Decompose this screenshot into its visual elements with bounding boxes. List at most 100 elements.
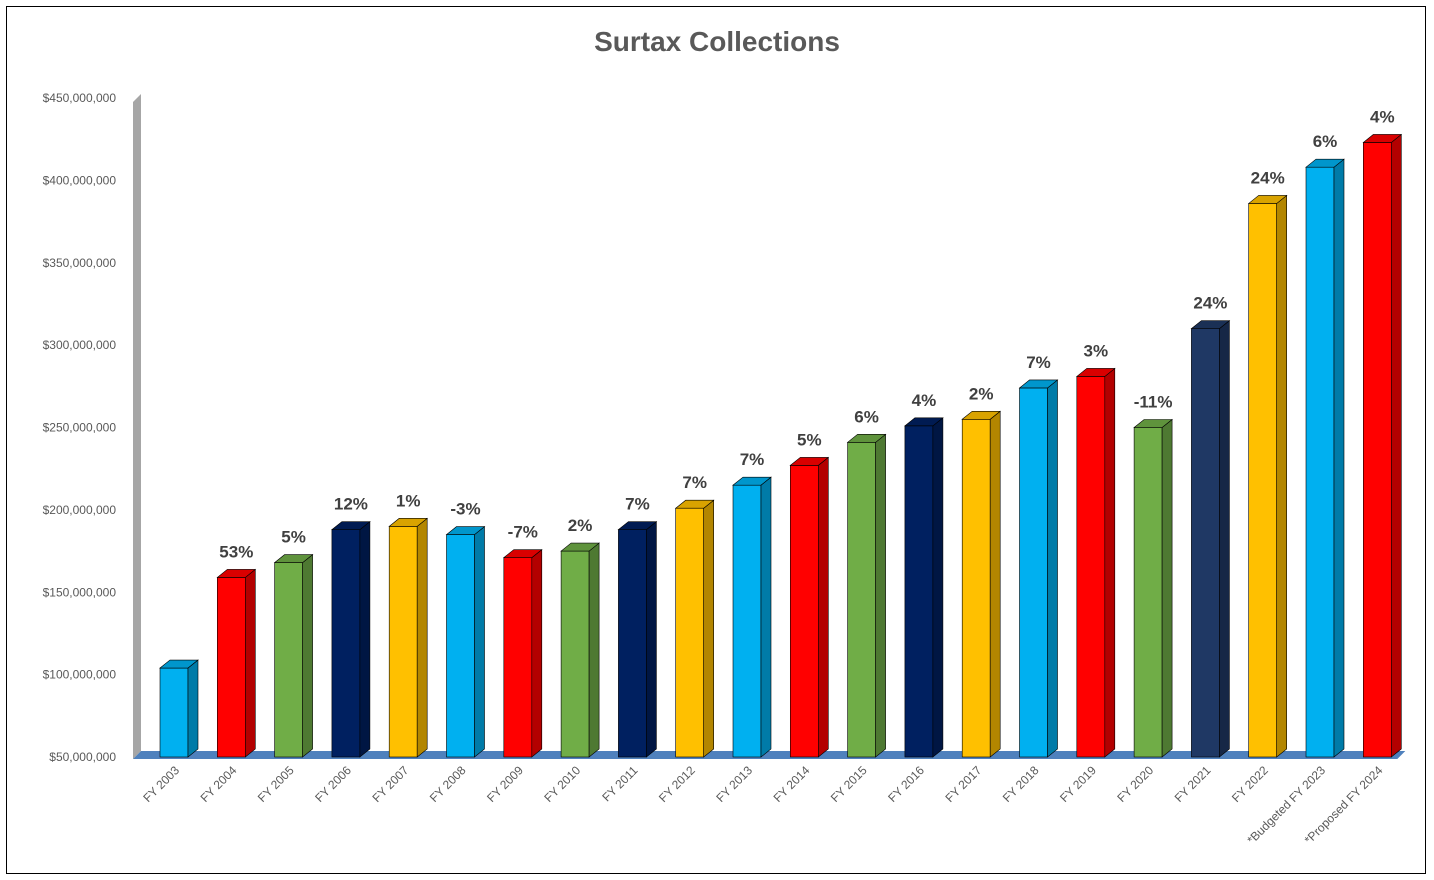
bar-top (560, 542, 600, 552)
data-label: 6% (854, 407, 879, 426)
y-tick-label: $150,000,000 (43, 585, 117, 599)
data-label: 53% (219, 542, 253, 561)
data-label: 4% (1370, 107, 1395, 126)
bar-side (1276, 194, 1287, 758)
bar-front (847, 442, 876, 758)
bar-front (618, 529, 647, 758)
bar-front (503, 557, 533, 758)
data-label: 7% (625, 495, 650, 514)
bar--proposed-fy-2024 (1362, 133, 1403, 758)
bar-fy-2015 (846, 433, 887, 758)
side-wall (133, 94, 141, 759)
bar-side (989, 410, 1001, 758)
bar-front (446, 534, 475, 758)
x-tick-label: FY 2014 (771, 763, 813, 805)
x-tick-label: FY 2022 (1229, 763, 1271, 805)
bar-fy-2016 (904, 417, 944, 758)
data-label: 7% (740, 450, 765, 469)
bar-top (1133, 419, 1173, 428)
data-label: 2% (969, 384, 994, 403)
bar-top (732, 476, 772, 486)
bar-top (1362, 134, 1403, 143)
bar-side (760, 476, 772, 758)
data-label: 6% (1313, 132, 1338, 151)
bar-side (531, 549, 543, 758)
x-tick-label: FY 2016 (885, 763, 927, 805)
bar-fy-2010 (560, 542, 600, 758)
data-label: 24% (1193, 294, 1227, 313)
x-tick-label: FY 2004 (198, 763, 240, 805)
bar-side (359, 521, 371, 758)
data-label: -7% (508, 523, 538, 542)
bar-front (560, 550, 590, 758)
data-label: -3% (450, 500, 480, 519)
bar-front (331, 529, 361, 758)
y-tick-label: $300,000,000 (43, 338, 117, 352)
bar-top (502, 549, 543, 558)
bar-top (789, 457, 830, 466)
bar-side (588, 542, 600, 758)
data-label: 5% (797, 430, 822, 449)
data-label: 1% (396, 491, 421, 510)
bar-side (302, 553, 313, 758)
bar-top (445, 526, 486, 535)
bar-front (732, 484, 762, 758)
bar-top (216, 569, 257, 578)
bar--budgeted-fy-2023 (1305, 158, 1345, 758)
bar-front (1191, 328, 1220, 758)
bar-side (1161, 418, 1173, 758)
bar-front (1363, 142, 1392, 758)
x-tick-label: FY 2017 (942, 763, 984, 805)
bar-side (1333, 158, 1345, 758)
bar-front (961, 418, 991, 758)
bar-top (846, 434, 887, 443)
y-tick-label: $350,000,000 (43, 256, 117, 270)
bar-fy-2006 (331, 521, 371, 758)
y-tick-label: $250,000,000 (43, 421, 117, 435)
bar-side (187, 659, 199, 758)
bar-top (331, 521, 371, 530)
data-label: 2% (568, 516, 593, 535)
bar-front (1076, 376, 1106, 758)
bar-front (274, 562, 303, 758)
bar-fy-2022 (1247, 194, 1288, 758)
x-tick-label: FY 2009 (484, 763, 526, 805)
data-label: 7% (682, 473, 707, 492)
bar-fy-2005 (273, 553, 314, 758)
bar-fy-2007 (388, 517, 429, 758)
x-tick-label: FY 2018 (1000, 763, 1042, 805)
bar-fy-2011 (617, 521, 658, 758)
chart-title: Surtax Collections (594, 26, 840, 57)
y-tick-label: $100,000,000 (43, 668, 117, 682)
bar-front (388, 526, 418, 758)
x-tick-label: FY 2011 (599, 763, 640, 804)
bar-front (1133, 427, 1163, 758)
bar-front (217, 577, 246, 758)
bar-top (159, 659, 199, 669)
bar-top (617, 521, 658, 530)
bar-side (817, 456, 829, 758)
data-label: -11% (1134, 393, 1173, 412)
x-tick-label: FY 2012 (656, 763, 698, 805)
bar-front (675, 507, 705, 758)
bar-side (245, 568, 256, 758)
x-tick-label: FY 2008 (427, 763, 469, 805)
x-tick-label: FY 2005 (255, 763, 297, 805)
bar-fy-2012 (674, 499, 715, 758)
bar-top (1190, 320, 1231, 329)
y-tick-label: $450,000,000 (43, 91, 117, 105)
x-tick-label: FY 2019 (1057, 763, 1099, 805)
bar-fy-2018 (1018, 379, 1059, 758)
bar-fy-2009 (502, 549, 543, 758)
data-label: 12% (334, 495, 368, 514)
bar-top (1305, 158, 1345, 168)
bar-fy-2004 (216, 568, 257, 758)
bar-front (1248, 203, 1277, 758)
data-label: 7% (1026, 353, 1051, 372)
bar-front (1305, 166, 1335, 758)
bar-top (388, 518, 429, 527)
bar-side (703, 499, 715, 758)
bar-fy-2020 (1133, 418, 1173, 758)
bar-side (474, 525, 485, 758)
